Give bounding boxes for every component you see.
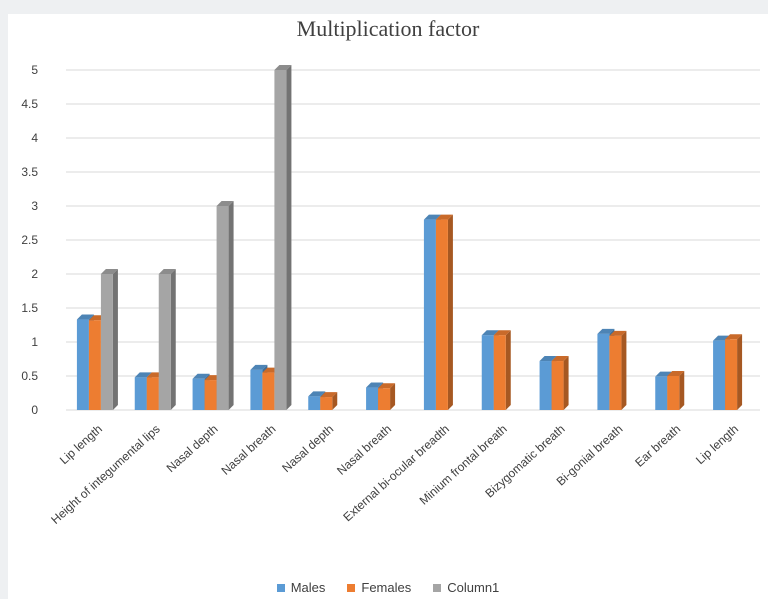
bar-top [216, 201, 234, 206]
x-tick-label: Lip length [693, 422, 741, 467]
legend-swatch [347, 583, 356, 592]
bar-top [423, 214, 441, 220]
legend-label: Column1 [447, 580, 500, 595]
bar-females [204, 380, 217, 410]
y-tick-label: 1 [31, 335, 38, 349]
bar-top [100, 269, 118, 274]
y-tick-label: 5 [31, 63, 38, 77]
y-tick-label: 1.5 [21, 301, 38, 315]
bar-column1 [158, 274, 171, 410]
bar-females [262, 372, 275, 410]
bar-side [447, 214, 453, 410]
bar-side [621, 330, 627, 410]
bar-side [679, 371, 685, 410]
bar-column1 [100, 274, 113, 410]
x-tick-label: Ear breath [632, 422, 683, 470]
bar-males [423, 219, 436, 410]
bar-top [366, 382, 384, 388]
bar-column1 [216, 206, 229, 410]
y-tick-label: 4 [31, 131, 38, 145]
bar-males [76, 319, 89, 410]
legend-item: Column1 [433, 580, 499, 595]
x-tick-label: External bi-ocular breadth [340, 422, 451, 524]
legend-item: Females [347, 580, 411, 595]
bar-females [725, 339, 738, 410]
bar-females [146, 377, 159, 410]
bar-side [332, 392, 338, 410]
bar-females [551, 361, 564, 410]
y-tick-label: 3 [31, 199, 38, 213]
bar-females [667, 376, 680, 410]
legend-item: Males [276, 580, 326, 595]
bar-top [493, 330, 511, 336]
bar-males [192, 378, 205, 410]
y-tick-label: 3.5 [21, 165, 38, 179]
legend: Males Females Column1 [8, 580, 768, 595]
x-tick-label: Nasal breath [334, 422, 394, 478]
bar-top [134, 372, 152, 378]
bar-top [250, 364, 268, 370]
bar-females [88, 320, 101, 410]
x-tick-label: Nasal depth [164, 422, 221, 475]
bar-side [563, 356, 569, 410]
chart-title: Multiplication factor [296, 16, 480, 41]
bar-males [539, 361, 552, 410]
bar-top [551, 356, 569, 362]
y-tick-label: 2 [31, 267, 38, 281]
bar-top [435, 214, 453, 220]
bar-side [505, 330, 511, 410]
x-tick-label: Nasal breath [218, 422, 278, 478]
bar-top [481, 330, 499, 336]
legend-label: Females [361, 580, 412, 595]
bar-top [158, 269, 176, 274]
bar-top [378, 383, 396, 389]
bar-males [655, 376, 668, 410]
bar-top [76, 314, 94, 320]
bar-top [609, 330, 627, 336]
bar-side [228, 201, 234, 410]
bar-top [308, 391, 326, 397]
bar-top [725, 334, 743, 340]
bar-top [539, 356, 557, 362]
bar-females [609, 335, 622, 410]
bar-side [170, 269, 176, 410]
x-tick-label: Height of integumental lips [48, 422, 162, 527]
y-tick-label: 2.5 [21, 233, 38, 247]
bar-side [112, 269, 118, 410]
bar-males [250, 369, 263, 410]
bar-top [667, 371, 685, 376]
bar-males [597, 333, 610, 410]
bar-females [378, 388, 391, 410]
y-tick-label: 0.5 [21, 369, 38, 383]
bar-males [308, 396, 321, 410]
y-tick-label: 4.5 [21, 97, 38, 111]
bar-side [737, 334, 743, 410]
bar-side [286, 65, 292, 410]
bar-top [597, 328, 615, 334]
y-tick-label: 0 [31, 403, 38, 417]
bar-top [320, 392, 338, 398]
bar-males [713, 340, 726, 410]
bar-males [366, 387, 379, 410]
bar-males [134, 377, 147, 410]
bar-females [435, 219, 448, 410]
bar-males [481, 335, 494, 410]
bar-side [390, 383, 396, 410]
bar-column1 [274, 70, 287, 410]
legend-swatch [433, 583, 442, 592]
bar-females [320, 397, 333, 410]
bar-top [192, 373, 210, 379]
x-tick-label: Lip length [57, 422, 105, 467]
bar-top [274, 65, 292, 70]
x-tick-label: Nasal depth [279, 422, 336, 475]
legend-label: Males [290, 580, 326, 595]
legend-swatch [276, 583, 285, 592]
bar-females [493, 335, 506, 410]
chart-panel: Multiplication factor 0 0.5 1 1.5 2 2.5 3 3.5 4 4… [8, 14, 768, 599]
